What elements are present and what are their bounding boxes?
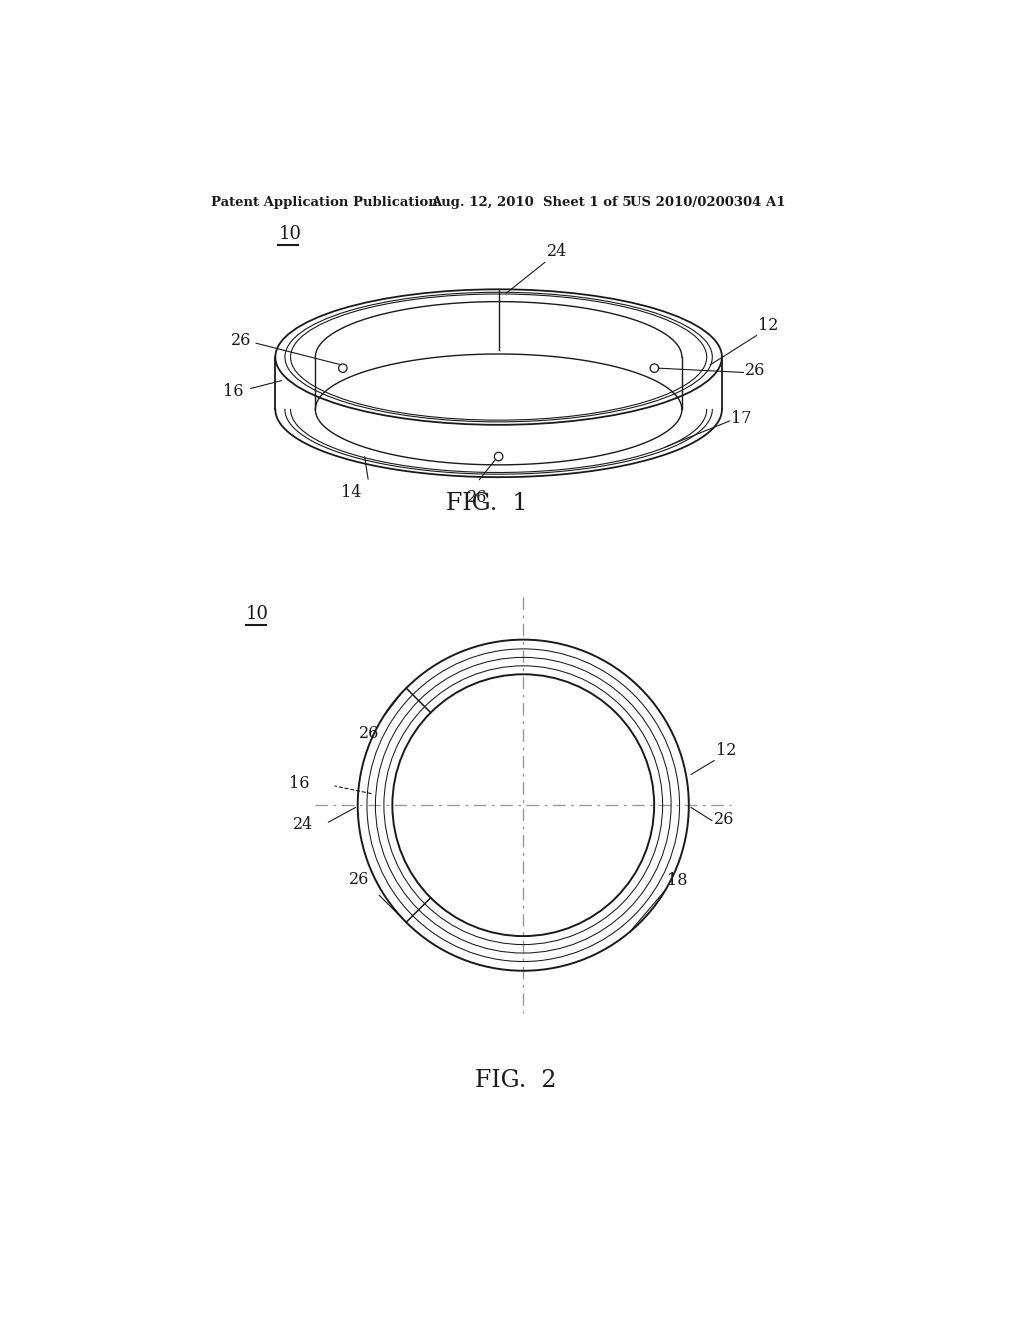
Text: 26: 26 — [230, 331, 251, 348]
Text: 12: 12 — [758, 317, 778, 334]
Text: 26: 26 — [349, 871, 370, 887]
Text: 14: 14 — [341, 484, 361, 502]
Text: 26: 26 — [714, 810, 734, 828]
Text: Patent Application Publication: Patent Application Publication — [211, 195, 438, 209]
Text: FIG.  1: FIG. 1 — [445, 492, 527, 515]
Text: 26: 26 — [358, 725, 379, 742]
Text: Aug. 12, 2010  Sheet 1 of 5: Aug. 12, 2010 Sheet 1 of 5 — [431, 195, 632, 209]
Text: 24: 24 — [547, 243, 567, 260]
Text: 24: 24 — [293, 816, 313, 833]
Text: 18: 18 — [667, 871, 687, 888]
Text: FIG.  2: FIG. 2 — [475, 1069, 556, 1093]
Text: 26: 26 — [467, 488, 487, 506]
Text: 16: 16 — [290, 775, 310, 792]
Text: 17: 17 — [731, 411, 752, 428]
Text: US 2010/0200304 A1: US 2010/0200304 A1 — [630, 195, 785, 209]
Text: 16: 16 — [223, 383, 244, 400]
Text: 12: 12 — [716, 742, 736, 759]
Text: 10: 10 — [246, 605, 269, 623]
Text: 26: 26 — [745, 363, 765, 379]
Text: 10: 10 — [279, 226, 301, 243]
